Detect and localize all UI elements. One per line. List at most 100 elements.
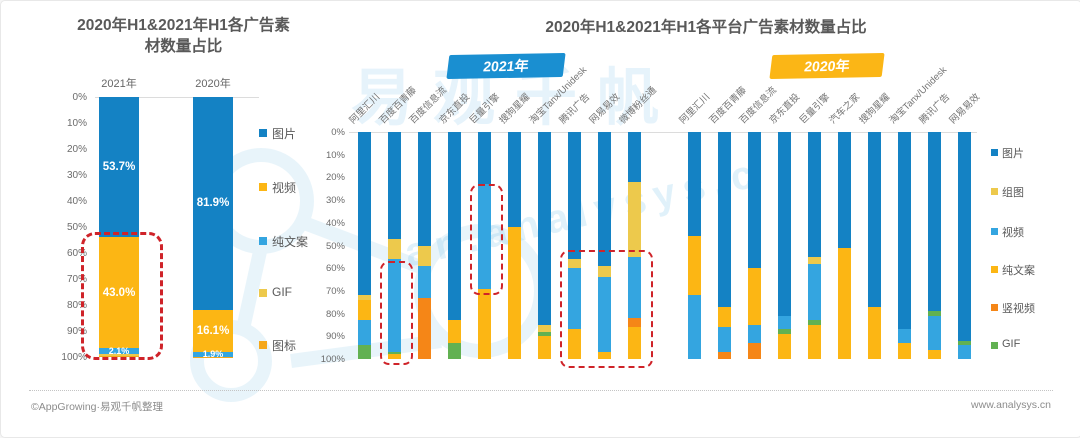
bar-segment: [718, 327, 731, 352]
legend-swatch: [991, 266, 998, 273]
left-chart-title-line2: 材数量占比: [41, 36, 326, 57]
bar-segment: [748, 343, 761, 359]
bar-segment: [478, 132, 491, 184]
legend-swatch: [991, 149, 998, 156]
bar-segment: [598, 132, 611, 266]
bar-segment: [448, 343, 461, 359]
legend-swatch: [259, 183, 267, 191]
bar-segment: [568, 132, 581, 259]
axis-tick-label: 100%: [303, 354, 345, 365]
badge-2020: 2020年: [769, 53, 884, 79]
bar-segment: [748, 325, 761, 343]
right-chart-title: 2020年H1&2021年H1各平台广告素材数量占比: [451, 17, 961, 38]
legend-swatch: [991, 304, 998, 311]
badge-2021: 2021年: [446, 53, 565, 79]
bar-segment: [748, 268, 761, 325]
left-chart-title: 2020年H1&2021年H1各广告素 材数量占比: [41, 15, 326, 57]
axis-tick-label: 70%: [303, 286, 345, 297]
bar-segment: [898, 132, 911, 329]
axis-tick-label: 100%: [45, 352, 87, 363]
legend-swatch: [991, 188, 998, 195]
axis-tick-label: 90%: [303, 331, 345, 342]
axis-tick-label: 40%: [303, 218, 345, 229]
bar-segment: [628, 182, 641, 257]
axis-tick-label: 10%: [303, 150, 345, 161]
left-chart-title-line1: 2020年H1&2021年H1各广告素: [41, 15, 326, 36]
axis-tick-label: 30%: [45, 170, 87, 181]
bar-segment: 81.9%: [193, 97, 233, 310]
bar-value-label: 53.7%: [99, 161, 139, 173]
bar-segment: [718, 352, 731, 359]
bar-segment: [718, 307, 731, 327]
bar-segment: [358, 320, 371, 345]
legend-swatch: [991, 228, 998, 235]
axis-tick-label: 60%: [303, 263, 345, 274]
bar-segment: [898, 329, 911, 343]
legend-swatch: [259, 129, 267, 137]
bar-segment: [538, 325, 551, 332]
bar-segment: [418, 246, 431, 266]
footer-source: ©AppGrowing·易观千帆整理: [31, 399, 163, 414]
bar-segment: [478, 289, 491, 359]
axis-tick-label: 50%: [303, 241, 345, 252]
bar-segment: [778, 132, 791, 316]
bar-segment: [718, 132, 731, 307]
bar-segment: [958, 345, 971, 359]
footer-divider: [29, 390, 1053, 391]
bar-segment: 53.7%: [99, 97, 139, 237]
platform-label: 搜狗星耀: [858, 92, 893, 127]
bar-segment: [358, 300, 371, 320]
legend-item: GIF: [272, 285, 292, 299]
legend-item: 图标: [272, 337, 296, 354]
bar-segment: [958, 132, 971, 341]
bar-segment: [868, 307, 881, 359]
bar-segment: [388, 132, 401, 239]
axis-tick-label: 0%: [303, 127, 345, 138]
bar-value-label: 81.9%: [193, 197, 233, 209]
highlight-dashed-box: [380, 261, 413, 365]
legend-item: 图片: [272, 125, 296, 142]
highlight-dashed-box: [470, 184, 503, 295]
bar-segment: [898, 343, 911, 359]
bar-segment: [688, 132, 701, 236]
axis-tick-label: 40%: [45, 196, 87, 207]
column-header: 2021年: [79, 75, 159, 91]
bar-segment: [928, 132, 941, 311]
axis-tick-label: 50%: [45, 222, 87, 233]
column-header: 2020年: [173, 75, 253, 91]
bar-segment: [868, 132, 881, 307]
bar-value-label: 1.9%: [193, 349, 233, 359]
bar-segment: [928, 350, 941, 359]
legend-swatch: [259, 289, 267, 297]
bar-segment: [928, 316, 941, 350]
platform-label: 网易易效: [948, 92, 983, 127]
bar-segment: [418, 298, 431, 359]
footer-website: www.analysys.cn: [971, 399, 1051, 411]
highlight-dashed-box: [560, 250, 653, 368]
bar-segment: [388, 239, 401, 259]
axis-tick-label: 0%: [45, 92, 87, 103]
bar-segment: [838, 248, 851, 359]
bar-segment: [688, 295, 701, 359]
bar-segment: [628, 132, 641, 182]
bar-segment: 16.1%: [193, 310, 233, 352]
bar-segment: [448, 132, 461, 320]
bar-segment: [688, 236, 701, 295]
bar-segment: [778, 316, 791, 330]
axis-tick-label: 80%: [303, 309, 345, 320]
axis-tick-label: 20%: [303, 172, 345, 183]
axis-tick-label: 10%: [45, 118, 87, 129]
bar-segment: [748, 132, 761, 268]
bar-segment: [508, 132, 521, 227]
platform-label: 巨量引擎: [798, 92, 833, 127]
bar-value-label: 16.1%: [193, 325, 233, 337]
legend-item: 图片: [1002, 145, 1024, 161]
bar-segment: [808, 132, 821, 257]
legend-item: 纯文案: [1002, 262, 1035, 278]
legend-item: 视频: [272, 179, 296, 196]
bar-segment: [508, 227, 521, 359]
axis-tick-label: 20%: [45, 144, 87, 155]
bar-segment: [808, 264, 821, 321]
bar-segment: [538, 132, 551, 325]
